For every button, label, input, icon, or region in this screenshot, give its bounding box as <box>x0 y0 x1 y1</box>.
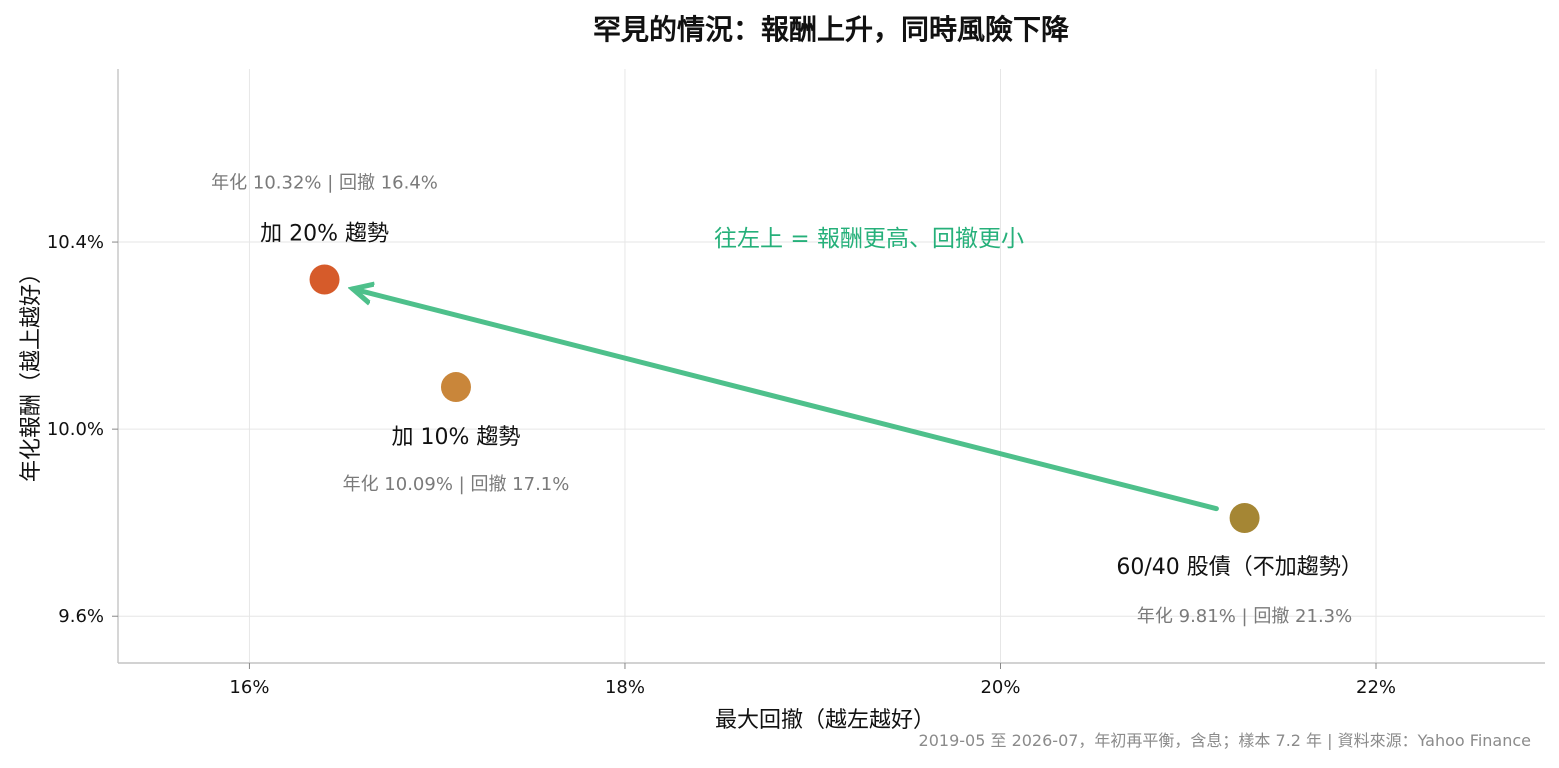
point-label: 60/40 股債（不加趨勢） <box>1116 555 1362 580</box>
annotation-text: 往左上 = 報酬更高、回撤更小 <box>714 226 1024 252</box>
point-label: 加 20% 趨勢 <box>260 221 389 246</box>
y-tick-label: 10.0% <box>47 419 104 440</box>
x-tick-label: 18% <box>605 677 645 698</box>
footer-note: 2019-05 至 2026-07，年初再平衡，含息；樣本 7.2 年 | 資料… <box>919 731 1531 750</box>
data-point <box>1229 503 1260 534</box>
x-tick-label: 22% <box>1356 677 1396 698</box>
point-stats-label: 年化 10.32% | 回撤 16.4% <box>211 172 438 193</box>
point-label: 加 10% 趨勢 <box>392 425 521 450</box>
y-tick-label: 10.4% <box>47 232 104 253</box>
x-axis-label: 最大回撤（越左越好） <box>715 708 935 733</box>
x-tick-label: 20% <box>980 677 1020 698</box>
point-stats-label: 年化 9.81% | 回撤 21.3% <box>1137 606 1352 627</box>
x-tick-label: 16% <box>229 677 269 698</box>
y-tick-label: 9.6% <box>58 606 104 627</box>
data-point <box>440 372 471 403</box>
data-point <box>309 264 340 295</box>
chart-title: 罕見的情況：報酬上升，同時風險下降 <box>593 13 1070 46</box>
y-axis-label: 年化報酬（越上越好） <box>19 262 44 482</box>
improvement-arrow <box>353 289 1219 512</box>
point-stats-label: 年化 10.09% | 回撤 17.1% <box>343 474 570 495</box>
